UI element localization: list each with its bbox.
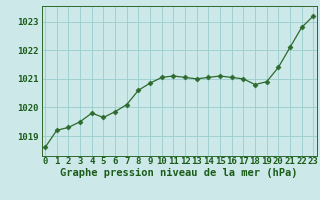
X-axis label: Graphe pression niveau de la mer (hPa): Graphe pression niveau de la mer (hPa) (60, 168, 298, 178)
